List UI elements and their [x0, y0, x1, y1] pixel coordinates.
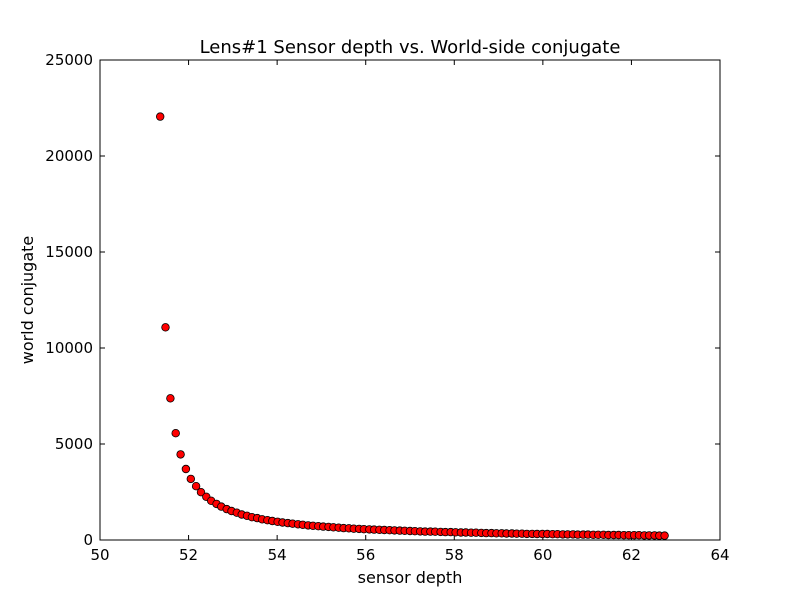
data-point [171, 429, 180, 438]
x-tick-label: 58 [445, 546, 464, 564]
x-tick-label: 52 [179, 546, 198, 564]
chart-title: Lens#1 Sensor depth vs. World-side conju… [200, 37, 621, 58]
data-point [186, 474, 195, 484]
data-points [155, 112, 669, 540]
y-tick-label: 10000 [45, 339, 93, 357]
data-point [191, 482, 201, 491]
y-tick-label: 0 [83, 531, 93, 549]
data-point [181, 464, 191, 474]
data-point [161, 323, 170, 332]
data-point [660, 531, 669, 540]
y-tick-label: 25000 [45, 51, 93, 69]
x-tick-label: 54 [268, 546, 287, 564]
data-point [166, 394, 175, 403]
y-axis-label: world conjugate [18, 236, 37, 365]
y-tick-label: 20000 [45, 147, 93, 165]
x-axis-ticks: 50 52 54 56 58 60 62 64 [90, 60, 730, 564]
data-point [196, 488, 206, 497]
x-tick-label: 62 [622, 546, 641, 564]
x-axis-label: sensor depth [358, 568, 463, 587]
y-axis-ticks: 0 5000 10000 15000 20000 25000 [45, 51, 720, 549]
data-point [155, 112, 165, 121]
x-tick-label: 60 [533, 546, 552, 564]
y-tick-label: 5000 [55, 435, 93, 453]
x-tick-label: 64 [710, 546, 729, 564]
plot-area [100, 60, 720, 540]
x-tick-label: 50 [90, 546, 109, 564]
plot-frame [99, 59, 721, 541]
x-tick-label: 56 [356, 546, 375, 564]
data-point [176, 450, 185, 459]
y-tick-label: 15000 [45, 243, 93, 261]
